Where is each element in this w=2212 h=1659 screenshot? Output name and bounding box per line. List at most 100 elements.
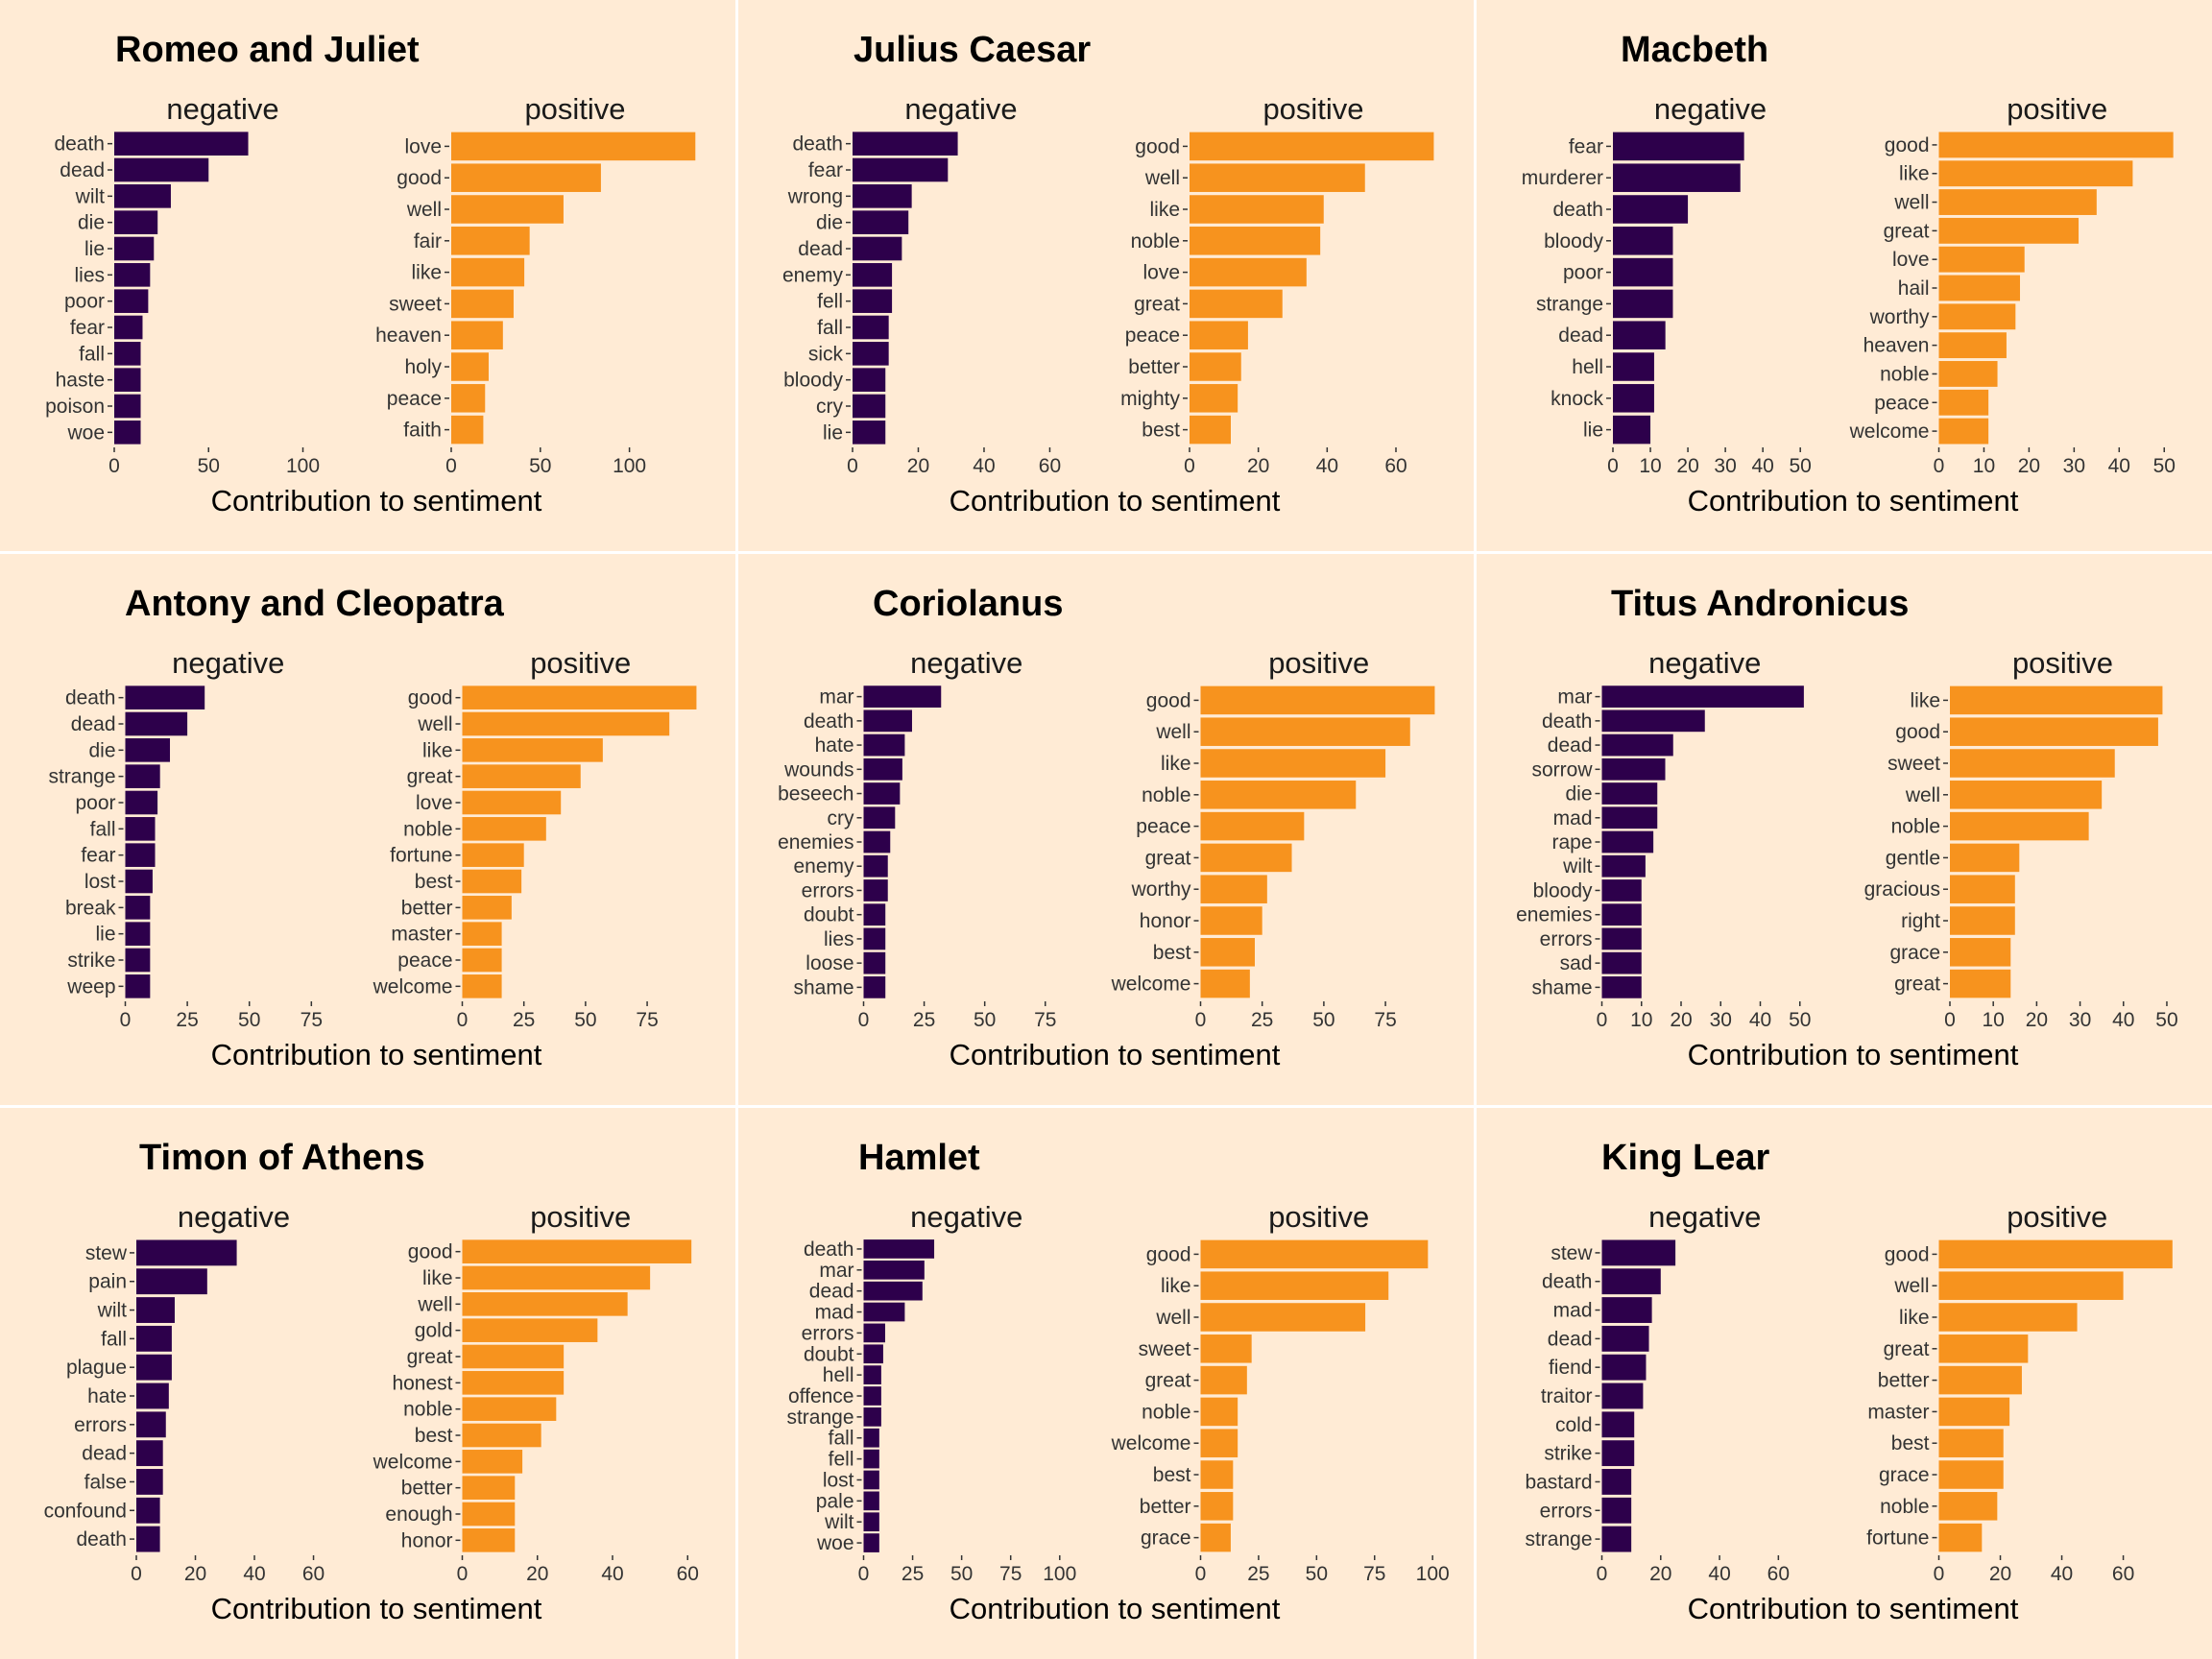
word-label: fall — [90, 818, 116, 840]
facet-label-negative: negative — [1654, 92, 1767, 126]
x-tick-label: 0 — [1597, 1563, 1608, 1585]
x-axis-label: Contribution to sentiment — [950, 1592, 1281, 1625]
x-tick-label: 75 — [1374, 1009, 1396, 1031]
bar-positive-noble — [1200, 1397, 1238, 1427]
word-label: sorrow — [1531, 758, 1593, 781]
bar-positive-love — [451, 132, 696, 161]
bar-positive-noble — [1938, 1492, 1998, 1521]
word-label: like — [1899, 1307, 1930, 1329]
bar-positive-good — [1200, 1239, 1429, 1269]
word-label: hate — [815, 734, 854, 757]
bar-negative-enemy — [863, 854, 888, 878]
bar-negative-woe — [114, 421, 141, 445]
x-tick-label: 40 — [1751, 455, 1773, 477]
x-tick-label: 60 — [1384, 455, 1407, 477]
bar-positive-like — [1938, 1303, 2078, 1332]
word-label: well — [1155, 721, 1190, 743]
word-label: errors — [802, 879, 854, 902]
word-label: well — [1905, 784, 1940, 806]
x-tick-label: 25 — [1251, 1009, 1273, 1031]
word-label: great — [1884, 220, 1930, 242]
word-label: shame — [1531, 976, 1592, 998]
word-label: errors — [1540, 928, 1593, 950]
bar-negative-fall — [136, 1325, 172, 1352]
word-label: peace — [397, 950, 452, 972]
x-tick-label: 20 — [1649, 1563, 1671, 1585]
chart-svg: Romeo and Juliet Contribution to sentimen… — [45, 30, 696, 517]
word-label: die — [816, 212, 843, 234]
chart-title: Julius Caesar — [854, 30, 1091, 70]
bar-negative-pain — [136, 1268, 207, 1295]
word-label: bloody — [1544, 230, 1603, 252]
bar-negative-death — [125, 685, 205, 709]
bar-negative-hell — [1613, 352, 1654, 381]
facet-label-positive: positive — [1268, 646, 1369, 680]
bar-positive-right — [1950, 906, 2015, 935]
word-label: better — [1878, 1370, 1930, 1392]
word-label: hell — [823, 1364, 854, 1386]
word-label: best — [1153, 942, 1191, 964]
bar-negative-doubt — [863, 903, 886, 926]
word-label: death — [804, 710, 854, 733]
word-label: noble — [1880, 1496, 1929, 1518]
word-label: love — [1142, 262, 1180, 284]
word-label: best — [1142, 420, 1180, 442]
x-tick-label: 50 — [198, 455, 220, 477]
chart-panel: Titus Andronicus Contribution to sentimen… — [1477, 554, 2212, 1105]
bar-negative-false — [136, 1469, 163, 1495]
x-tick-label: 60 — [302, 1563, 325, 1585]
bar-positive-gold — [462, 1318, 598, 1342]
word-label: errors — [1540, 1500, 1593, 1522]
x-axis-label: Contribution to sentiment — [950, 1038, 1281, 1071]
x-tick-label: 100 — [286, 455, 320, 477]
word-label: lost — [84, 871, 116, 893]
x-tick-label: 20 — [1989, 1563, 2011, 1585]
x-axis-label: Contribution to sentiment — [211, 1038, 542, 1071]
bar-negative-strange — [1601, 1526, 1632, 1552]
word-label: wilt — [97, 1300, 127, 1322]
bar-positive-heaven — [1938, 332, 2007, 359]
bar-positive-like — [1190, 195, 1324, 224]
bar-negative-enemies — [863, 830, 891, 854]
chart-svg: Julius Caesar Contribution to sentiment ne… — [782, 30, 1434, 517]
word-label: better — [401, 1478, 453, 1500]
facet-label-negative: negative — [172, 646, 284, 680]
x-tick-label: 60 — [1039, 455, 1061, 477]
bar-negative-die — [125, 738, 171, 762]
bar-positive-heaven — [451, 321, 503, 349]
bar-negative-beseech — [863, 782, 901, 805]
bar-negative-haste — [114, 368, 141, 392]
bar-negative-dead — [136, 1440, 163, 1467]
bar-negative-wilt — [1601, 854, 1646, 878]
word-label: fortune — [1866, 1527, 1929, 1550]
word-label: grace — [1889, 942, 1940, 964]
word-label: good — [1146, 1243, 1191, 1265]
bar-negative-mad — [1601, 1297, 1652, 1323]
x-axis-label: Contribution to sentiment — [1688, 1038, 2019, 1071]
x-tick-label: 50 — [529, 455, 551, 477]
facet-label-negative: negative — [910, 646, 1022, 680]
facet-label-negative: negative — [1648, 1200, 1761, 1234]
bar-positive-hail — [1938, 275, 2021, 301]
word-label: false — [84, 1471, 127, 1493]
word-label: loose — [805, 952, 854, 974]
word-label: haste — [56, 370, 105, 392]
word-label: cry — [828, 807, 854, 830]
word-label: lies — [824, 928, 854, 950]
bar-negative-stew — [136, 1239, 237, 1266]
bar-positive-faith — [451, 415, 484, 445]
word-label: dead — [1558, 325, 1603, 347]
word-label: death — [792, 133, 843, 156]
word-label: mar — [819, 1260, 854, 1282]
chart-panel: Timon of Athens Contribution to sentiment… — [0, 1108, 735, 1659]
bar-negative-dead — [1601, 1325, 1649, 1352]
bar-negative-plague — [136, 1354, 172, 1381]
bar-negative-death — [136, 1526, 160, 1552]
word-label: strange — [786, 1407, 854, 1429]
x-tick-label: 75 — [1034, 1009, 1056, 1031]
word-label: enemy — [793, 855, 854, 878]
bar-positive-great — [1938, 1334, 2029, 1363]
word-label: enemy — [782, 264, 844, 286]
word-label: better — [1128, 356, 1180, 378]
bar-positive-love — [1190, 257, 1307, 287]
